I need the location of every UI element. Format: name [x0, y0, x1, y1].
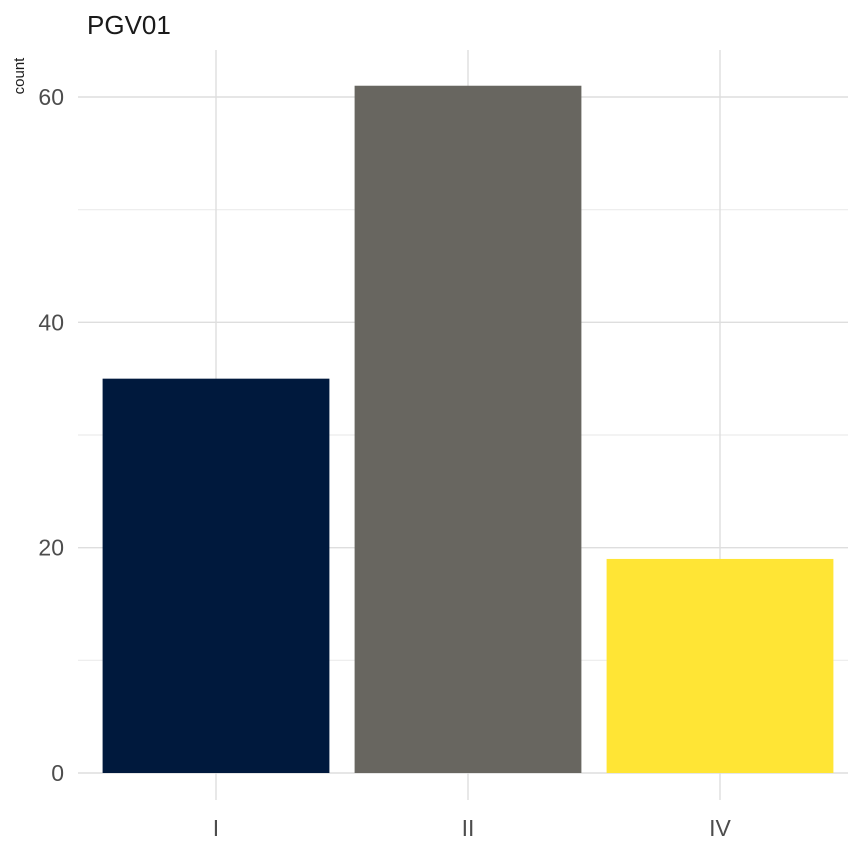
- bar-iv: [606, 558, 834, 773]
- y-tick-label: 0: [51, 760, 64, 786]
- y-axis-label: count: [11, 57, 28, 95]
- x-axis-ticks: I II IV: [213, 815, 732, 841]
- x-tick-label: II: [462, 815, 475, 841]
- y-tick-label: 60: [38, 84, 64, 110]
- y-tick-label: 20: [38, 535, 64, 561]
- y-tick-label: 40: [38, 309, 64, 335]
- y-axis-ticks: 0 20 40 60: [38, 84, 64, 786]
- chart-title: PGV01: [87, 10, 171, 40]
- x-tick-label: I: [213, 815, 219, 841]
- bars: [102, 85, 834, 773]
- bar-i: [102, 378, 330, 773]
- bar-ii: [354, 85, 582, 773]
- x-tick-label: IV: [709, 815, 731, 841]
